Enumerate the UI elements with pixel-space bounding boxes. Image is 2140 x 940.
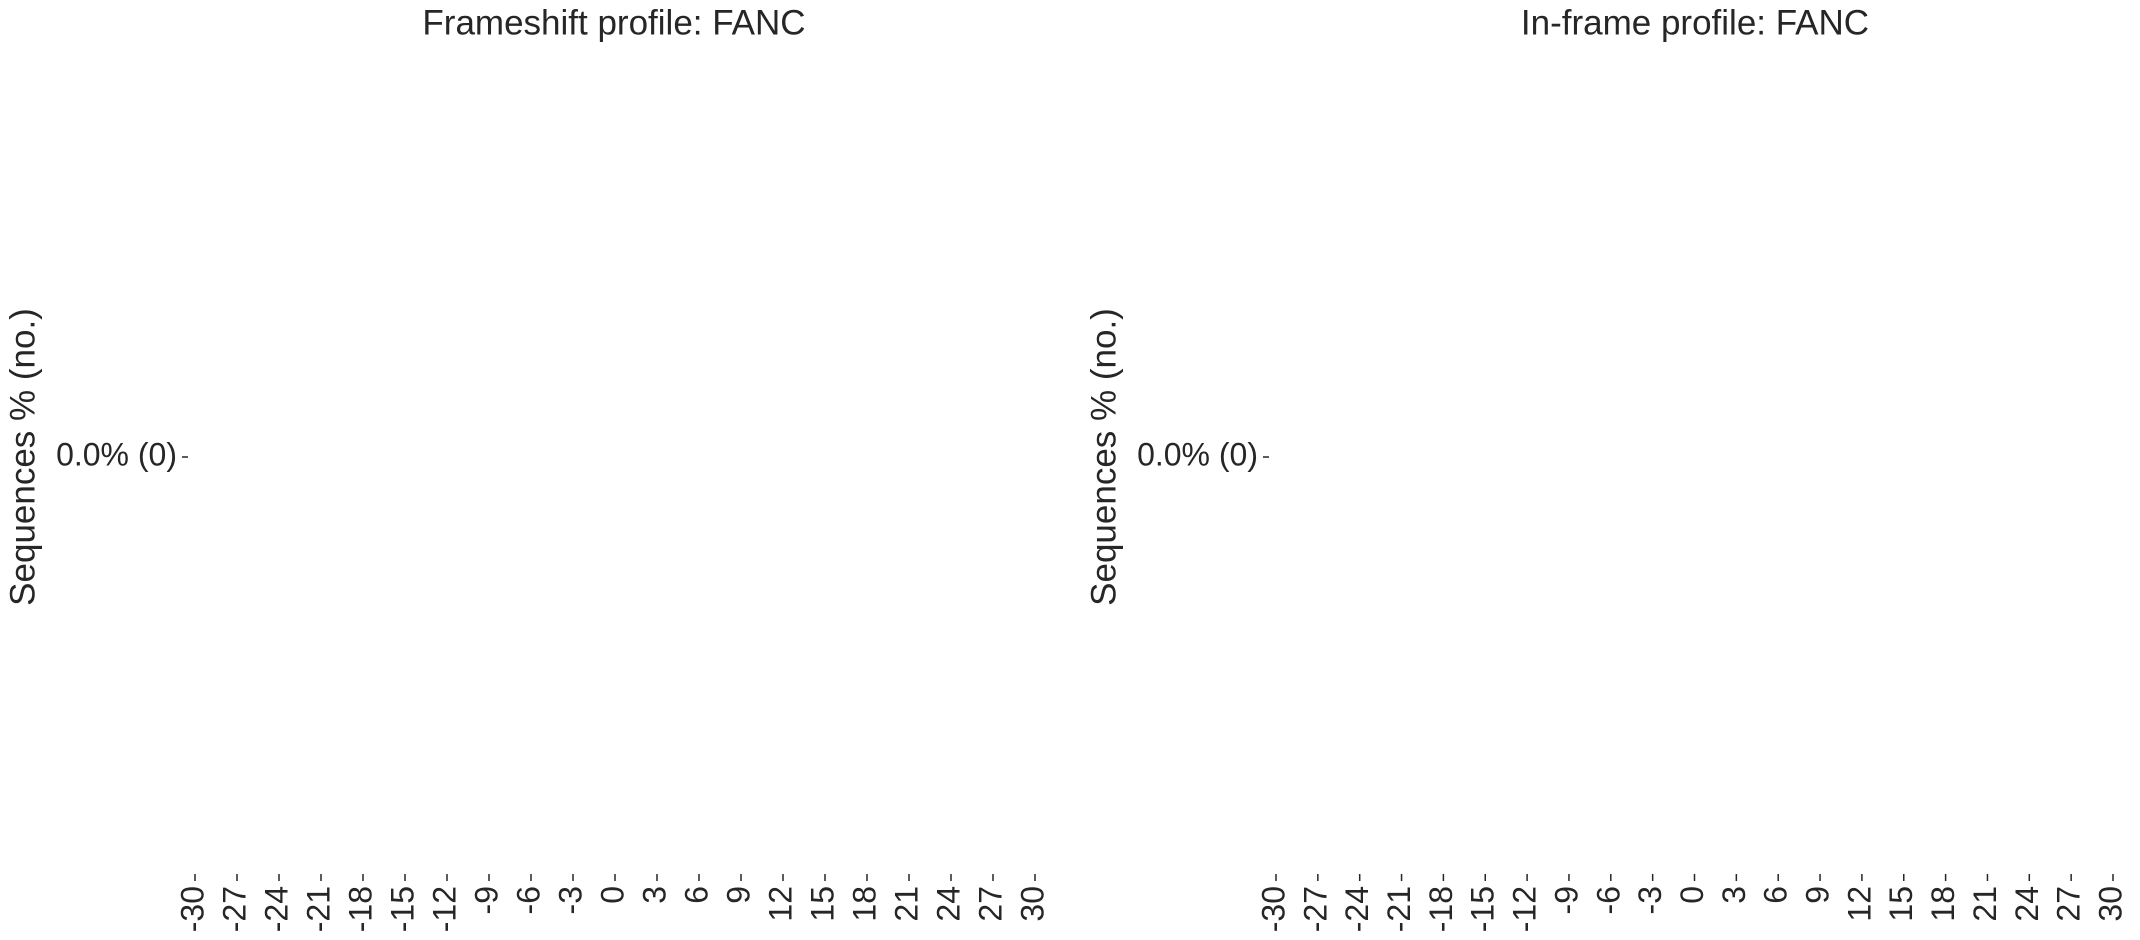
- x-tick-label: 9: [720, 886, 756, 904]
- x-tick-label: -6: [1590, 886, 1626, 914]
- x-tick-label: -12: [426, 886, 462, 932]
- x-tick-label: -24: [258, 886, 294, 932]
- y-axis-label: Sequences % (no.): [1084, 308, 1123, 606]
- x-tick-label: 15: [804, 886, 840, 922]
- x-tick-label: -15: [1465, 886, 1501, 932]
- y-tick-label: 0.0% (0): [1137, 436, 1258, 472]
- x-tick-label: 6: [1758, 886, 1794, 904]
- x-tick-label: 24: [2009, 886, 2045, 922]
- x-tick-label: 9: [1800, 886, 1836, 904]
- x-tick-label: 0: [1674, 886, 1710, 904]
- x-tick-label: -30: [1255, 886, 1291, 932]
- y-tick-label: 0.0% (0): [56, 436, 177, 472]
- chart-title: Frameshift profile: FANC: [422, 3, 805, 42]
- y-axis-label: Sequences % (no.): [3, 308, 42, 606]
- x-tick-label: 12: [1841, 886, 1877, 922]
- x-tick-label: 21: [1967, 886, 2003, 922]
- x-tick-label: 6: [678, 886, 714, 904]
- x-tick-label: -18: [342, 886, 378, 932]
- x-tick-label: -15: [384, 886, 420, 932]
- x-tick-label: -3: [552, 886, 588, 914]
- x-tick-label: -3: [1632, 886, 1668, 914]
- x-tick-label: 15: [1883, 886, 1919, 922]
- x-tick-label: 18: [1925, 886, 1961, 922]
- chart-title: In-frame profile: FANC: [1521, 3, 1869, 42]
- x-tick-label: -24: [1339, 886, 1375, 932]
- x-tick-label: -30: [174, 886, 210, 932]
- x-tick-label: 18: [846, 886, 882, 922]
- x-tick-label: -9: [1548, 886, 1584, 914]
- x-tick-label: 24: [930, 886, 966, 922]
- x-tick-label: -27: [1297, 886, 1333, 932]
- x-tick-label: -21: [300, 886, 336, 932]
- x-tick-label: -27: [216, 886, 252, 932]
- x-tick-label: 21: [888, 886, 924, 922]
- x-tick-label: -21: [1381, 886, 1417, 932]
- x-tick-label: -6: [510, 886, 546, 914]
- x-tick-label: -12: [1507, 886, 1543, 932]
- x-tick-label: -18: [1423, 886, 1459, 932]
- x-tick-label: 30: [2092, 886, 2128, 922]
- x-tick-label: 30: [1014, 886, 1050, 922]
- x-tick-label: 12: [762, 886, 798, 922]
- x-tick-label: 27: [972, 886, 1008, 922]
- x-tick-label: 3: [1716, 886, 1752, 904]
- chart: Frameshift profile: FANC Sequences % (no.…: [3, 3, 1050, 932]
- x-tick-label: 0: [594, 886, 630, 904]
- x-tick-label: -9: [468, 886, 504, 914]
- x-tick-label: 27: [2051, 886, 2087, 922]
- chart: In-frame profile: FANC Sequences % (no.) 0…: [1084, 3, 2128, 932]
- x-tick-label: 3: [636, 886, 672, 904]
